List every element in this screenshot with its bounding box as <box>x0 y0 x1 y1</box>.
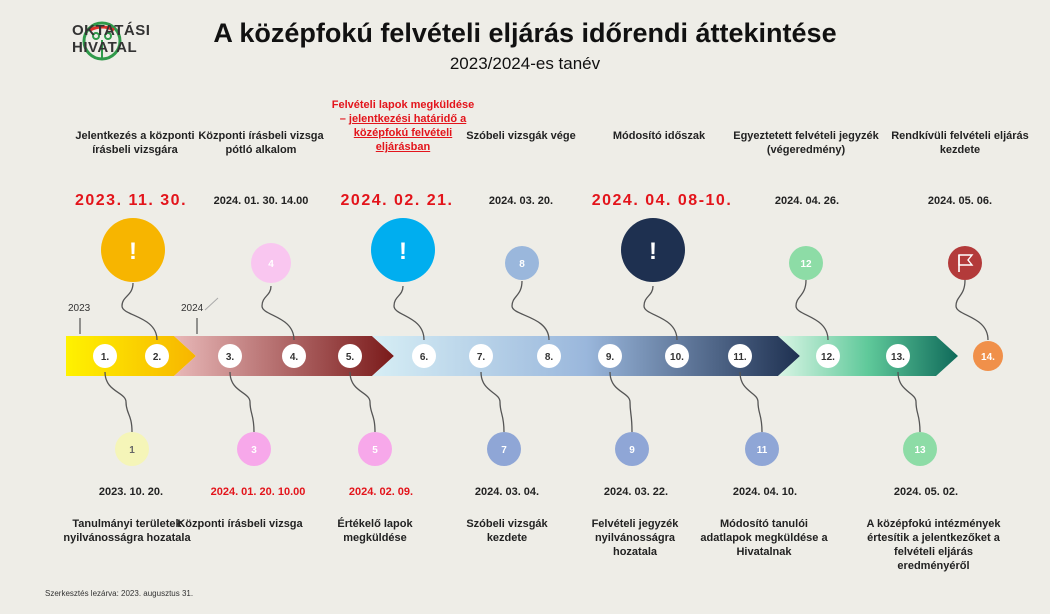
marker-bottom-4: 7 <box>487 432 521 466</box>
bottom-event-date-6: 2024. 04. 10. <box>732 486 798 498</box>
bottom-event-date-4: 2024. 03. 04. <box>474 486 540 498</box>
marker-top-7 <box>948 246 982 280</box>
bottom-event-date-2: 2024. 01. 20. 10.00 <box>210 486 306 498</box>
marker-top-1: ! <box>101 218 165 282</box>
marker-top-4: 8 <box>505 246 539 280</box>
logo-line2: HIVATAL <box>72 39 138 56</box>
step-8-text: 8. <box>545 352 554 363</box>
top-event-date-1: 2023. 11. 30. <box>74 192 188 209</box>
footer-note: Szerkesztés lezárva: 2023. augusztus 31. <box>45 589 194 598</box>
step-12: 12. <box>816 344 840 368</box>
top-event-label-3: Felvételi lapok megküldése – jelentkezés… <box>328 98 478 154</box>
year-label-2023: 2023 <box>68 303 91 314</box>
step-12-text: 12. <box>821 352 835 363</box>
marker-top-1-text: ! <box>129 238 137 265</box>
bottom-event-date-5: 2024. 03. 22. <box>603 486 669 498</box>
marker-top-4-text: 8 <box>519 259 525 270</box>
top-event-label-3a: Felvételi lapok megküldése – <box>331 99 475 125</box>
step-3-text: 3. <box>226 352 235 363</box>
top-event-date-7: 2024. 05. 06. <box>927 195 993 207</box>
logo-text: OKTATÁSI HIVATAL <box>72 22 150 56</box>
top-event-date-4: 2024. 03. 20. <box>488 195 554 207</box>
step-9: 9. <box>598 344 622 368</box>
top-event-label-2: Központi írásbeli vizsga pótló alkalom <box>198 130 324 156</box>
year-label-2024: 2024 <box>181 303 204 314</box>
step-7-text: 7. <box>477 352 486 363</box>
step-8: 8. <box>537 344 561 368</box>
marker-top-6-text: 12 <box>800 259 812 270</box>
marker-bottom-2-text: 3 <box>251 445 257 456</box>
marker-top-5: ! <box>621 218 685 282</box>
bottom-event-date-1: 2023. 10. 20. <box>98 486 164 498</box>
marker-bottom-5-text: 9 <box>629 445 635 456</box>
step-7: 7. <box>469 344 493 368</box>
marker-bottom-1-text: 1 <box>129 445 135 456</box>
marker-bottom-6-text: 11 <box>757 445 768 456</box>
marker-bottom-3: 5 <box>358 432 392 466</box>
bottom-event-date-7: 2024. 05. 02. <box>893 486 959 498</box>
top-event-date-5: 2024. 04. 08-10. <box>591 192 733 209</box>
marker-top-3: ! <box>371 218 435 282</box>
page-subtitle: 2023/2024-es tanév <box>449 54 601 73</box>
top-event-date-2: 2024. 01. 30. 14.00 <box>213 195 309 207</box>
marker-top-3-text: ! <box>399 238 407 265</box>
bottom-event-label-7: A középfokú intézmények értesítik a jele… <box>866 518 1001 572</box>
arrow-segment-4 <box>778 336 958 376</box>
step-13: 13. <box>886 344 910 368</box>
top-event-label-5: Módosító időszak <box>612 130 706 142</box>
top-event-date-3: 2024. 02. 21. <box>340 192 454 209</box>
marker-top-2-text: 4 <box>268 259 274 270</box>
bottom-event-date-3: 2024. 02. 09. <box>348 486 414 498</box>
bottom-event-label-1: Tanulmányi területek nyilvánosságra hoza… <box>63 518 191 544</box>
top-event-label-6: Egyeztetett felvételi jegyzék (végeredmé… <box>733 130 879 156</box>
bottom-event-label-3: Értékelő lapok megküldése <box>337 518 413 544</box>
marker-top-5-text: ! <box>649 238 657 265</box>
step-9-text: 9. <box>606 352 615 363</box>
marker-bottom-3-text: 5 <box>372 445 378 456</box>
top-event-date-6: 2024. 04. 26. <box>774 195 840 207</box>
step-4: 4. <box>282 344 306 368</box>
bottom-event-label-4: Szóbeli vizsgák kezdete <box>466 518 548 544</box>
page-title: A középfokú felvételi eljárás időrendi á… <box>213 18 837 48</box>
bottom-event-label-2: Központi írásbeli vizsga <box>177 518 303 530</box>
step-4-text: 4. <box>290 352 299 363</box>
marker-bottom-7: 13 <box>903 432 937 466</box>
step-5: 5. <box>338 344 362 368</box>
top-event-label-7: Rendkívüli felvételi eljárás kezdete <box>891 130 1029 156</box>
bottom-event-label-6: Módosító tanulói adatlapok megküldése a … <box>700 518 828 558</box>
step-1-text: 1. <box>101 352 110 363</box>
marker-bottom-7-text: 13 <box>914 445 926 456</box>
marker-bottom-4-text: 7 <box>501 445 507 456</box>
step-6: 6. <box>412 344 436 368</box>
marker-top-2: 4 <box>251 243 291 283</box>
step-14: 14. <box>973 341 1003 371</box>
step-3: 3. <box>218 344 242 368</box>
step-13-text: 13. <box>891 352 905 363</box>
step-11: 11. <box>728 344 752 368</box>
step-6-text: 6. <box>420 352 429 363</box>
oktatasi-hivatal-logo <box>82 21 122 61</box>
marker-top-6: 12 <box>789 246 823 280</box>
top-event-label-1: Jelentkezés a központi írásbeli vizsgára <box>75 130 195 156</box>
step-10-text: 10. <box>670 352 684 363</box>
marker-bottom-6: 11 <box>745 432 779 466</box>
arrow-segment-1 <box>66 336 196 376</box>
step-11-text: 11. <box>733 352 747 363</box>
step-1: 1. <box>93 344 117 368</box>
step-2-text: 2. <box>153 352 162 363</box>
logo-line1: OKTATÁSI <box>72 22 151 39</box>
top-event-label-3b: jelentkezési határidő a középfokú felvét… <box>348 113 467 153</box>
bottom-event-label-5: Felvételi jegyzék nyilvánosságra hozatal… <box>591 518 679 558</box>
top-event-label-4: Szóbeli vizsgák vége <box>466 130 576 142</box>
marker-bottom-2: 3 <box>237 432 271 466</box>
step-5-text: 5. <box>346 352 355 363</box>
step-14-text: 14. <box>981 352 995 363</box>
flag-icon <box>958 254 974 272</box>
step-2: 2. <box>145 344 169 368</box>
step-10: 10. <box>665 344 689 368</box>
marker-bottom-1: 1 <box>115 432 149 466</box>
marker-bottom-5: 9 <box>615 432 649 466</box>
